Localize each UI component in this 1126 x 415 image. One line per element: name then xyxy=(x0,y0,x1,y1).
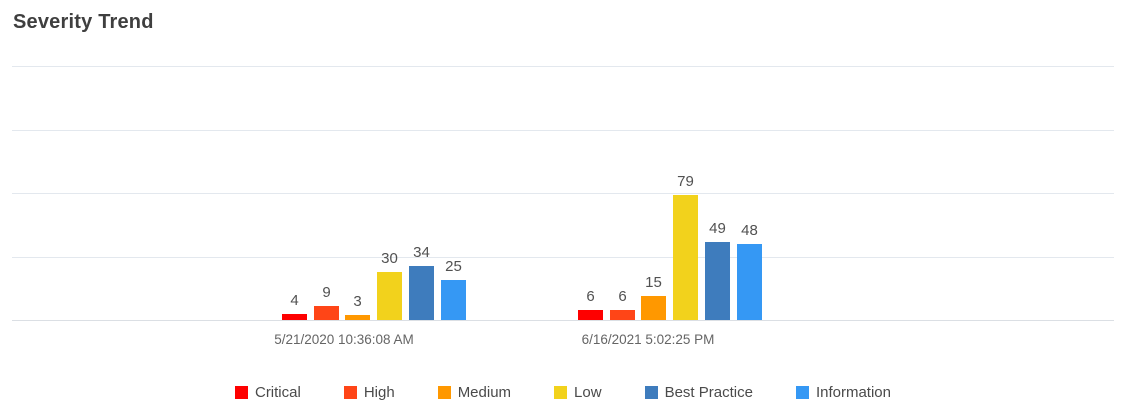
legend-swatch-information xyxy=(795,385,809,399)
legend-label-medium: Medium xyxy=(457,383,512,401)
bar-value-label-information-0: 25 xyxy=(445,258,462,275)
bar-best-practice-0[interactable] xyxy=(409,266,434,320)
bar-value-label-low-1: 79 xyxy=(677,173,694,190)
legend-item-low[interactable]: Low xyxy=(554,384,602,401)
legend-label-information: Information xyxy=(815,383,891,401)
chart-legend: Critical High Medium Low Best Practice Inform… xyxy=(0,381,1126,403)
bar-low-0[interactable] xyxy=(377,272,402,320)
legend-label-critical: Critical xyxy=(254,383,301,401)
legend-swatch-critical xyxy=(234,385,248,399)
gridline-120 xyxy=(12,129,1114,131)
chart-title: Severity Trend xyxy=(13,11,154,33)
bar-medium-1[interactable] xyxy=(641,296,666,320)
legend-item-best-practice[interactable]: Best Practice xyxy=(644,383,753,401)
bar-medium-0[interactable] xyxy=(345,315,370,320)
legend-label-high: High xyxy=(363,383,395,401)
legend-item-information[interactable]: Information xyxy=(795,383,891,401)
legend-item-critical[interactable]: Critical xyxy=(234,383,301,401)
bar-value-label-information-1: 48 xyxy=(741,222,758,239)
x-axis-label-1: 6/16/2021 5:02:25 PM xyxy=(581,332,715,347)
bar-information-1[interactable] xyxy=(737,244,762,320)
bar-value-label-critical-0: 4 xyxy=(290,292,299,309)
bar-value-label-medium-1: 15 xyxy=(645,274,662,291)
bar-value-label-critical-1: 6 xyxy=(586,288,595,305)
x-axis-label-0: 5/21/2020 10:36:08 AM xyxy=(274,332,414,347)
bar-critical-1[interactable] xyxy=(578,310,603,320)
bar-value-label-best-practice-0: 34 xyxy=(413,244,430,261)
bar-critical-0[interactable] xyxy=(282,314,307,320)
legend-label-low: Low xyxy=(574,383,602,401)
x-axis-line xyxy=(12,320,1114,321)
bar-value-label-low-0: 30 xyxy=(381,250,398,267)
gridline-160 xyxy=(12,66,1114,67)
bar-value-label-medium-0: 3 xyxy=(353,293,362,310)
gridline-80 xyxy=(12,193,1114,194)
bar-high-1[interactable] xyxy=(610,310,635,320)
bar-low-1[interactable] xyxy=(673,195,698,320)
gridline-40 xyxy=(12,256,1114,258)
legend-swatch-best-practice xyxy=(644,385,658,399)
bar-information-0[interactable] xyxy=(441,280,466,320)
legend-item-medium[interactable]: Medium xyxy=(437,383,512,401)
bar-value-label-high-1: 6 xyxy=(618,288,627,305)
legend-label-best-practice: Best Practice xyxy=(664,383,753,401)
legend-swatch-low xyxy=(554,385,568,399)
bar-best-practice-1[interactable] xyxy=(705,242,730,320)
bar-value-label-high-0: 9 xyxy=(322,284,331,301)
legend-swatch-high xyxy=(343,385,357,399)
legend-item-high[interactable]: High xyxy=(343,383,395,401)
bar-high-0[interactable] xyxy=(314,306,339,320)
bar-value-label-best-practice-1: 49 xyxy=(709,220,726,237)
legend-swatch-medium xyxy=(437,385,451,399)
